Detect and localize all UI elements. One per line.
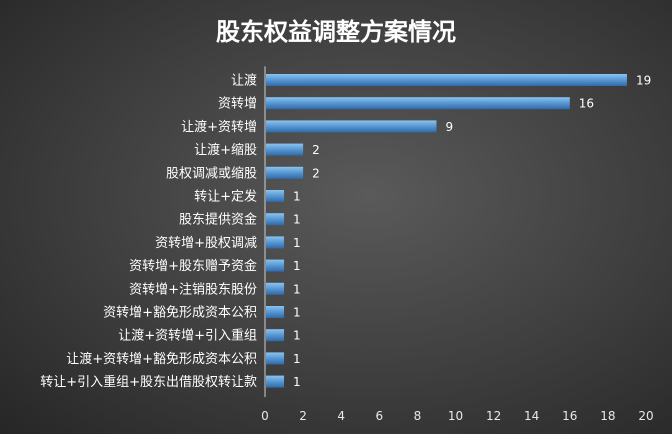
- bar: [266, 352, 285, 365]
- data-label: 2: [312, 166, 320, 180]
- category-label: 资转增+股权调减: [155, 235, 257, 251]
- x-tick-label: 0: [261, 409, 269, 423]
- bar: [266, 74, 627, 86]
- x-tick-label: 8: [414, 409, 422, 423]
- category-label: 股权调减或缩股: [166, 165, 257, 181]
- bar: [266, 375, 285, 388]
- category-label: 资转增: [218, 97, 257, 112]
- data-label: 1: [293, 259, 301, 273]
- x-tick-label: 2: [299, 409, 307, 423]
- data-label: 1: [293, 213, 301, 227]
- category-label: 资转增+注销股东股份: [129, 282, 257, 297]
- bar: [266, 143, 304, 156]
- chart-title: 股东权益调整方案情况: [216, 18, 456, 46]
- bar: [266, 213, 285, 226]
- data-label: 16: [579, 97, 594, 111]
- x-tick-label: 6: [375, 409, 383, 423]
- bar: [266, 329, 285, 342]
- category-label: 让渡+资转增+引入重组: [118, 328, 257, 344]
- x-tick-label: 10: [448, 409, 463, 423]
- category-label: 让渡: [231, 73, 257, 89]
- bar: [266, 236, 285, 249]
- x-tick-label: 16: [562, 409, 577, 423]
- bar: [266, 282, 285, 295]
- data-label: 1: [293, 306, 301, 320]
- category-label: 让渡+缩股: [194, 142, 257, 158]
- category-label: 股东提供资金: [179, 212, 257, 228]
- bar: [266, 259, 285, 272]
- data-label: 1: [293, 282, 301, 296]
- data-label: 2: [312, 143, 320, 157]
- category-label: 转让+引入重组+股东出借股权转让款: [40, 374, 257, 390]
- bar: [266, 190, 285, 202]
- category-label: 让渡+资转增+豁免形成资本公积: [66, 351, 257, 367]
- category-label: 转让+定发: [194, 189, 257, 205]
- data-label: 9: [445, 120, 453, 134]
- data-label: 1: [293, 190, 301, 204]
- x-tick-label: 20: [638, 409, 653, 423]
- bar: [266, 306, 285, 318]
- category-label: 让渡+资转增: [181, 119, 257, 135]
- x-tick-label: 12: [486, 409, 501, 423]
- x-tick-label: 18: [600, 409, 615, 423]
- bar: [266, 97, 570, 110]
- x-tick-label: 14: [524, 409, 539, 423]
- data-label: 1: [293, 329, 301, 343]
- data-label: 1: [293, 375, 301, 389]
- category-label: 资转增+豁免形成资本公积: [103, 305, 257, 321]
- data-label: 1: [293, 236, 301, 250]
- x-tick-label: 4: [337, 409, 345, 423]
- category-label: 资转增+股东赠予资金: [129, 258, 257, 274]
- data-label: 19: [636, 74, 651, 88]
- data-label: 1: [293, 352, 301, 366]
- bar: [266, 166, 304, 179]
- bar: [266, 120, 437, 133]
